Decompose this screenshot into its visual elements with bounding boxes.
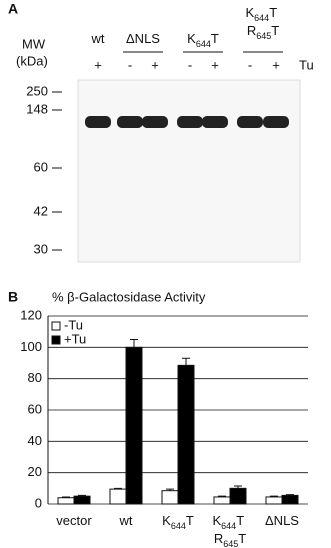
treatment-sign: + [211, 57, 219, 72]
x-tick-label: vector [56, 513, 92, 528]
mw-label: MW [22, 36, 46, 51]
lane-label: K644T [187, 31, 219, 49]
treatment-sign: - [128, 57, 132, 72]
x-tick-label: wt [119, 513, 133, 528]
panel-label: A [8, 1, 18, 17]
y-tick-label: 40 [28, 433, 42, 448]
bar [58, 498, 74, 504]
bar [266, 497, 282, 504]
y-tick-label: 0 [35, 495, 42, 510]
band [117, 116, 143, 128]
band [202, 116, 228, 128]
legend-swatch [52, 322, 60, 330]
treatment-sign: + [151, 57, 159, 72]
treatment-sign: + [272, 57, 280, 72]
chart-title: % β-Galactosidase Activity [52, 289, 206, 304]
bar [214, 497, 230, 504]
legend-swatch [52, 336, 60, 344]
treatment-sign: + [94, 57, 102, 72]
y-tick-label: 20 [28, 464, 42, 479]
mw-marker: 60 [34, 159, 48, 174]
legend-label: +Tu [64, 331, 86, 346]
unit-label: (kDa) [16, 53, 48, 68]
legend-label: -Tu [64, 317, 83, 332]
treatment-sign: - [188, 57, 192, 72]
blot [78, 80, 300, 262]
lane-label: wt [91, 31, 105, 46]
y-tick-label: 100 [20, 339, 42, 354]
y-tick-label: 80 [28, 370, 42, 385]
mw-marker: 42 [34, 203, 48, 218]
bar [282, 495, 298, 504]
bar [178, 365, 194, 504]
mw-marker: 30 [34, 241, 48, 256]
bar [74, 496, 90, 504]
y-tick-label: 120 [20, 307, 42, 322]
treatment-label: Tu [299, 57, 314, 72]
band [142, 116, 168, 128]
lane-label: K644T R645T [245, 5, 280, 41]
x-tick-label: K644T [162, 513, 194, 531]
band [85, 116, 111, 128]
band [263, 116, 289, 128]
lane-label: ΔNLS [126, 31, 160, 46]
mw-marker: 250 [26, 83, 48, 98]
y-tick-label: 60 [28, 401, 42, 416]
treatment-sign: - [248, 57, 252, 72]
band [237, 116, 263, 128]
mw-marker: 148 [26, 101, 48, 116]
figure: A MW (kDa) Tu B % β-Galactosidase Activi… [0, 0, 331, 548]
band [177, 116, 203, 128]
error-bar [182, 358, 190, 365]
bar [230, 488, 246, 504]
bar [110, 489, 126, 504]
x-tick-label: K644T R645T [212, 513, 247, 548]
error-bar [130, 340, 138, 348]
x-tick-label: ΔNLS [265, 513, 299, 528]
panel-label: B [8, 289, 18, 305]
bar [126, 347, 142, 504]
bar [162, 491, 178, 504]
